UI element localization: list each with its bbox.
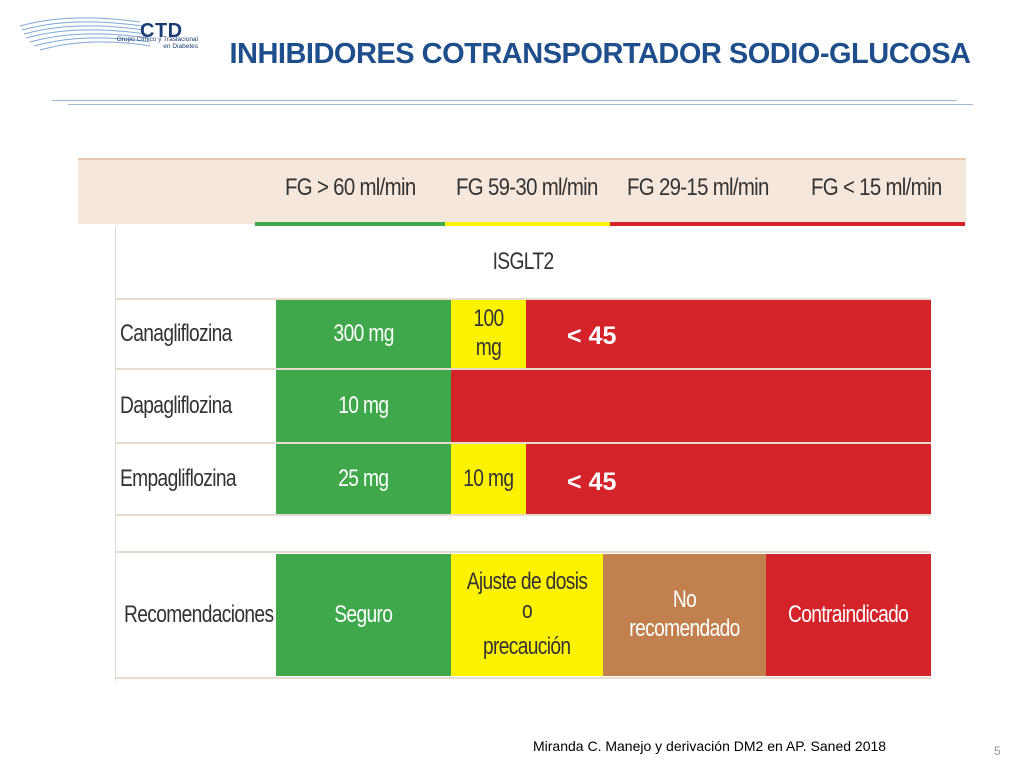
logo-name: CTD — [140, 20, 183, 42]
header-underline-red — [610, 222, 965, 226]
drug-label-canagliflozina: Canagliflozina — [120, 300, 275, 368]
row-separator — [116, 677, 931, 679]
ctd-logo-icon — [19, 17, 151, 51]
logo-subtitle: Grupo Clínico y Traslacional en Diabetes — [88, 36, 198, 50]
annotation-empagliflozina: < 45 — [567, 468, 617, 496]
cell-empagliflozina-yellow: 10 mg — [451, 444, 526, 514]
dose-value: 25 mg — [338, 464, 389, 492]
dose-value: 100 mg — [473, 305, 504, 361]
fg-header-band — [78, 158, 966, 224]
cell-canagliflozina-red — [526, 300, 931, 368]
drug-name: Dapagliflozina — [120, 392, 232, 419]
dose-value: 10 mg — [338, 391, 389, 419]
header-fg-under-15: FG < 15 ml/min — [811, 174, 942, 201]
row-separator — [116, 514, 931, 516]
legend-ajuste: Ajuste de dosis o precaución — [451, 554, 603, 676]
header-fg-59-30: FG 59-30 ml/min — [456, 174, 598, 201]
legend-contraindicado: Contraindicado — [766, 554, 931, 676]
row-separator — [116, 442, 931, 444]
header-fg-over-60: FG > 60 ml/min — [285, 174, 416, 201]
legend-text-line1: Ajuste de dosis o — [466, 567, 588, 624]
page-number: 5 — [994, 744, 1001, 758]
legend-text: Contraindicado — [788, 600, 909, 628]
legend-text-line2: precaución — [483, 633, 571, 661]
title-divider — [52, 100, 957, 101]
annotation-canagliflozina: < 45 — [567, 322, 617, 350]
title-divider-secondary — [68, 104, 973, 105]
drug-name: Empagliflozina — [120, 465, 237, 492]
slide-title: INHIBIDORES COTRANSPORTADOR SODIO-GLUCOS… — [229, 38, 971, 70]
cell-canagliflozina-yellow: 100 mg — [451, 300, 526, 368]
cell-dapagliflozina-green: 10 mg — [276, 370, 451, 442]
row-separator — [116, 551, 931, 553]
drug-label-empagliflozina: Empagliflozina — [120, 444, 275, 514]
logo-subtitle-line1: Grupo Clínico y Traslacional — [116, 36, 198, 43]
sglt2-dosing-table: ISGLT2 Canagliflozina 300 mg 100 mg < 45… — [115, 226, 931, 681]
legend-no-recomendado: No recomendado — [603, 554, 766, 676]
logo-subtitle-line2: en Diabetes — [163, 43, 198, 50]
cell-empagliflozina-red — [526, 444, 931, 514]
legend-seguro: Seguro — [276, 554, 451, 676]
dose-value: 10 mg — [463, 464, 514, 492]
row-separator — [116, 368, 931, 370]
recommendations-label: Recomendaciones — [124, 554, 279, 676]
row-separator — [116, 298, 931, 300]
cell-canagliflozina-green: 300 mg — [276, 300, 451, 368]
drug-label-dapagliflozina: Dapagliflozina — [120, 370, 275, 442]
drug-name: Canagliflozina — [120, 320, 232, 347]
header-underline-green — [255, 222, 445, 226]
cell-empagliflozina-green: 25 mg — [276, 444, 451, 514]
group-label: ISGLT2 — [493, 248, 555, 275]
cell-dapagliflozina-red — [451, 370, 931, 442]
legend-text: No recomendado — [629, 586, 740, 642]
recommendations-text: Recomendaciones — [124, 601, 274, 628]
group-label-row: ISGLT2 — [116, 226, 931, 298]
dose-value: 300 mg — [333, 319, 394, 347]
legend-text: Seguro — [334, 600, 393, 628]
header-underline-yellow — [445, 222, 610, 226]
header-fg-29-15: FG 29-15 ml/min — [627, 174, 769, 201]
citation: Miranda C. Manejo y derivación DM2 en AP… — [533, 738, 887, 754]
